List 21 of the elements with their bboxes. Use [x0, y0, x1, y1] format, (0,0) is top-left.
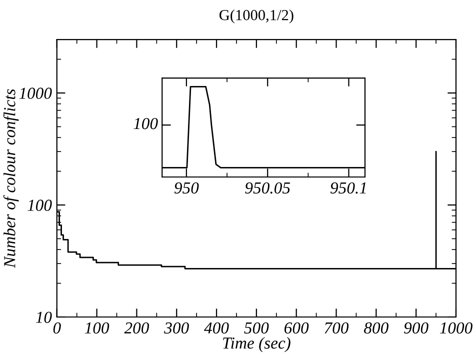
x-axis-title: Time (sec)	[223, 336, 290, 352]
x-tick-label: 400	[204, 322, 229, 334]
y-tick-label: 10	[36, 312, 52, 323]
x-tick-label: 300	[164, 322, 189, 334]
chart-title: G(1000,1/2)	[220, 9, 294, 24]
x-tick-label: 700	[324, 322, 349, 334]
y-tick-label: 1000	[19, 88, 52, 99]
x-tick-label: 600	[284, 322, 309, 334]
x-tick-label: 500	[244, 322, 269, 334]
y-axis-title: Number of colour conflicts	[3, 89, 19, 268]
annotation: 100	[134, 118, 158, 130]
x-tick-label: 200	[124, 322, 149, 334]
x-tick-label: 800	[364, 322, 388, 334]
x-tick-label: 1000	[440, 322, 472, 334]
x-tick-label: 950.1	[330, 182, 366, 194]
x-tick-label: 950	[174, 182, 199, 194]
x-tick-label: 950.05	[245, 182, 290, 194]
x-tick-label: 0	[53, 322, 61, 334]
x-tick-label: 900	[404, 322, 428, 334]
x-tick-label: 100	[84, 322, 110, 334]
y-tick-label: 100	[28, 200, 52, 211]
